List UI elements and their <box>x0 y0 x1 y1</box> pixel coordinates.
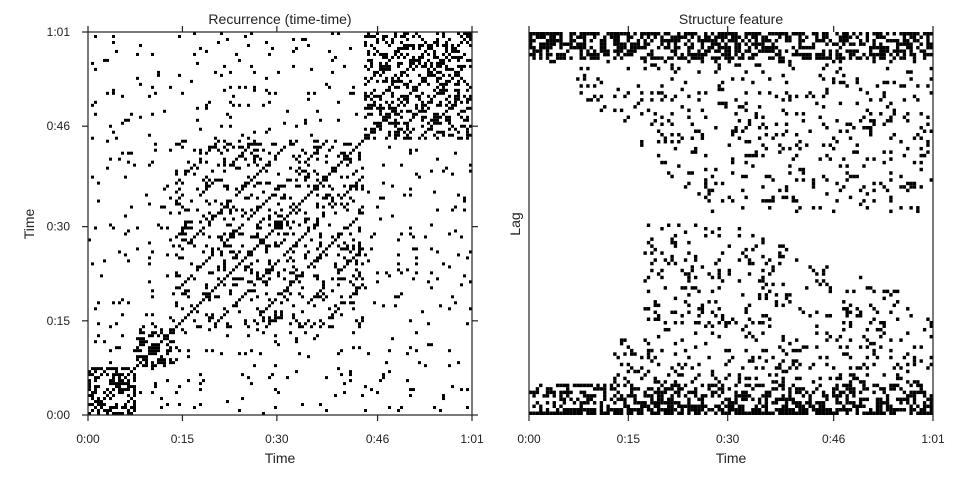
structure-xtick-label: 0:30 <box>716 432 740 446</box>
recurrence-xlabel: Time <box>265 450 296 466</box>
recurrence-ylabel: Time <box>21 208 37 239</box>
structure-xtick-label: 1:01 <box>921 432 945 446</box>
recurrence-ytick-label: 0:15 <box>47 314 71 328</box>
structure-xtick-label: 0:46 <box>822 432 846 446</box>
recurrence-frame <box>87 31 473 416</box>
recurrence-ytick-label: 0:00 <box>47 408 71 422</box>
structure-xtick-label: 0:15 <box>617 432 641 446</box>
recurrence-xtick-label: 0:46 <box>366 432 390 446</box>
recurrence-panel: Recurrence (time-time) 0:00 0:15 0:30 0:46 1… <box>21 11 484 466</box>
structure-xtick-label: 0:00 <box>517 432 541 446</box>
recurrence-ticks: 0:00 0:15 0:30 0:46 1:01 0:00 0:15 0:30 0:46 1:01 <box>47 25 484 446</box>
recurrence-xtick-label: 0:00 <box>76 432 100 446</box>
recurrence-cells <box>88 32 472 415</box>
structure-xlabel: Time <box>716 450 747 466</box>
structure-cells <box>529 32 933 415</box>
recurrence-ytick-label: 0:46 <box>47 119 71 133</box>
structure-ylabel: Lag <box>507 212 523 235</box>
recurrence-xtick-label: 0:15 <box>171 432 195 446</box>
structure-panel: Structure feature 0:00 0:15 0:30 0:46 1:01 T… <box>507 11 945 466</box>
recurrence-title: Recurrence (time-time) <box>208 11 351 27</box>
recurrence-ytick-label: 0:30 <box>47 220 71 234</box>
recurrence-ytick-label: 1:01 <box>47 25 71 39</box>
structure-ticks: 0:00 0:15 0:30 0:46 1:01 <box>517 26 945 446</box>
recurrence-xtick-label: 0:30 <box>265 432 289 446</box>
structure-frame <box>528 32 934 415</box>
recurrence-xtick-label: 1:01 <box>460 432 484 446</box>
structure-title: Structure feature <box>679 11 783 27</box>
